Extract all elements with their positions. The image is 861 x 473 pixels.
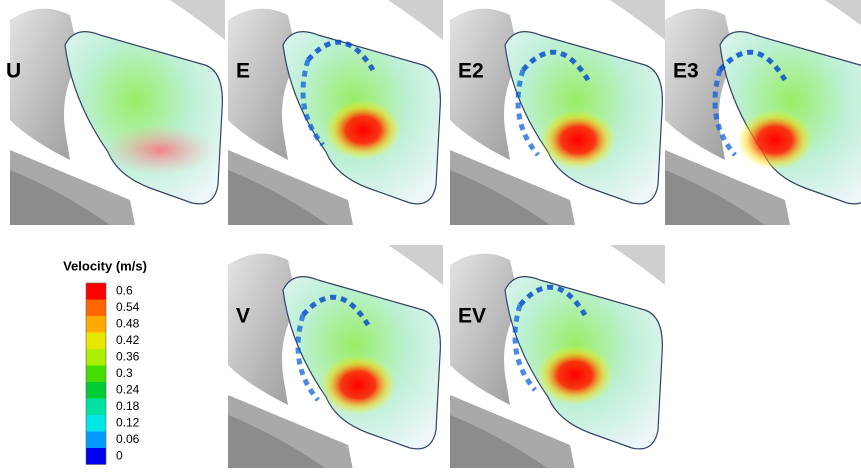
bone bbox=[228, 254, 298, 405]
panel-label: EV bbox=[458, 305, 486, 328]
panel: E bbox=[228, 0, 443, 225]
bone bbox=[450, 9, 520, 160]
legend-tick-label: 0.12 bbox=[116, 415, 140, 429]
panel: E2 bbox=[450, 0, 665, 225]
high-velocity-region bbox=[325, 100, 401, 160]
bone-top bbox=[170, 0, 225, 40]
bone bbox=[228, 9, 298, 160]
legend-tick-label: 0.06 bbox=[116, 432, 140, 446]
panel-label: E3 bbox=[673, 60, 699, 83]
legend-tick-label: 0.18 bbox=[116, 399, 140, 413]
panel: EV bbox=[450, 245, 665, 468]
valve-surface bbox=[65, 32, 222, 204]
high-velocity-region bbox=[105, 125, 215, 175]
panel: E3 bbox=[665, 0, 861, 225]
panel-label: V bbox=[236, 305, 250, 328]
color-swatch bbox=[86, 399, 106, 416]
legend-tick-label: 0.54 bbox=[116, 300, 140, 314]
color-swatch bbox=[86, 415, 106, 432]
legend-tick-label: 0.6 bbox=[116, 283, 133, 297]
high-velocity-region bbox=[320, 355, 396, 415]
legend-tick-label: 0.42 bbox=[116, 333, 140, 347]
panel: U bbox=[6, 0, 225, 225]
figure: U E E2 E3 V EV Velocity (m/s) 0.6 0.54 0.48 0.42 0.… bbox=[0, 0, 861, 468]
color-swatch bbox=[86, 432, 106, 449]
color-swatch bbox=[86, 316, 106, 333]
bone-top bbox=[825, 0, 861, 40]
colorbar-legend: Velocity (m/s) 0.6 0.54 0.48 0.42 0.36 0.3 0.24… bbox=[63, 258, 147, 464]
color-swatch bbox=[86, 349, 106, 366]
bone-top bbox=[610, 0, 665, 40]
high-velocity-region bbox=[537, 345, 613, 405]
bone-top bbox=[610, 245, 665, 285]
bone-top bbox=[388, 245, 443, 285]
high-velocity-region bbox=[540, 110, 616, 170]
high-velocity-region bbox=[737, 110, 813, 170]
legend-tick-label: 0.24 bbox=[116, 382, 140, 396]
bone bbox=[450, 254, 520, 405]
panel-label: U bbox=[6, 60, 21, 83]
legend-tick-label: 0.48 bbox=[116, 316, 140, 330]
legend-tick-label: 0.36 bbox=[116, 349, 140, 363]
color-swatch bbox=[86, 283, 106, 300]
panel: V bbox=[228, 245, 443, 468]
color-swatch bbox=[86, 366, 106, 383]
color-swatch bbox=[86, 300, 106, 317]
legend-title: Velocity (m/s) bbox=[63, 258, 147, 273]
color-swatch bbox=[86, 448, 106, 465]
color-swatch bbox=[86, 382, 106, 399]
panel-label: E2 bbox=[458, 60, 484, 83]
legend-tick-label: 0 bbox=[116, 448, 123, 462]
bone bbox=[10, 9, 80, 160]
color-swatch bbox=[86, 333, 106, 350]
legend-tick-label: 0.3 bbox=[116, 366, 133, 380]
panel-label: E bbox=[236, 60, 250, 83]
bone-top bbox=[388, 0, 443, 40]
